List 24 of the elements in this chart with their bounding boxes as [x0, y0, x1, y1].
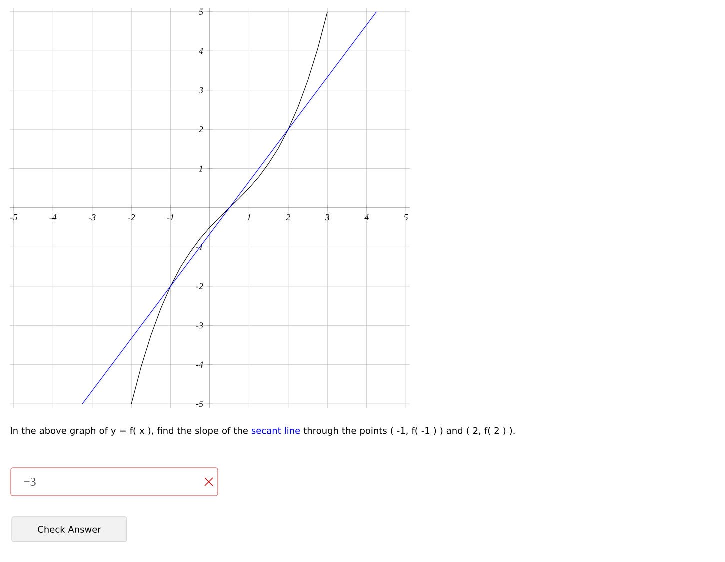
x-tick-label: 4	[364, 214, 369, 220]
x-tick-label: -4	[50, 214, 57, 220]
x-tick-label: 5	[404, 214, 408, 221]
text: In the above graph of y = f( x ), find the slope of the	[11, 427, 248, 436]
text: Check Answer	[38, 526, 102, 533]
text: secant line	[252, 427, 300, 434]
text: through the points ( -1, f( -1 ) ) and ( 2, f( 2 ) ).	[304, 427, 515, 436]
x-tick-label: -2	[128, 214, 136, 220]
y-tick-label: -3	[196, 322, 204, 329]
y-tick-label: 4	[198, 48, 204, 54]
x-tick-label: 3	[325, 214, 330, 221]
y-tick-label: 1	[199, 166, 202, 172]
y-tick-label: 5	[199, 8, 204, 15]
x-tick-label: 2	[286, 214, 290, 220]
y-tick-label: 2	[198, 126, 204, 133]
y-tick-label: -2	[196, 283, 204, 290]
y-tick-label: -4	[196, 362, 204, 368]
x-tick-label: -3	[88, 214, 96, 221]
text: −3	[24, 478, 36, 486]
y-tick-label: 3	[198, 87, 204, 94]
y-tick-label: -5	[196, 401, 204, 408]
x-tick-label: 1	[247, 214, 250, 220]
x-tick-label: -5	[10, 214, 18, 221]
x-tick-label: -1	[167, 214, 174, 220]
